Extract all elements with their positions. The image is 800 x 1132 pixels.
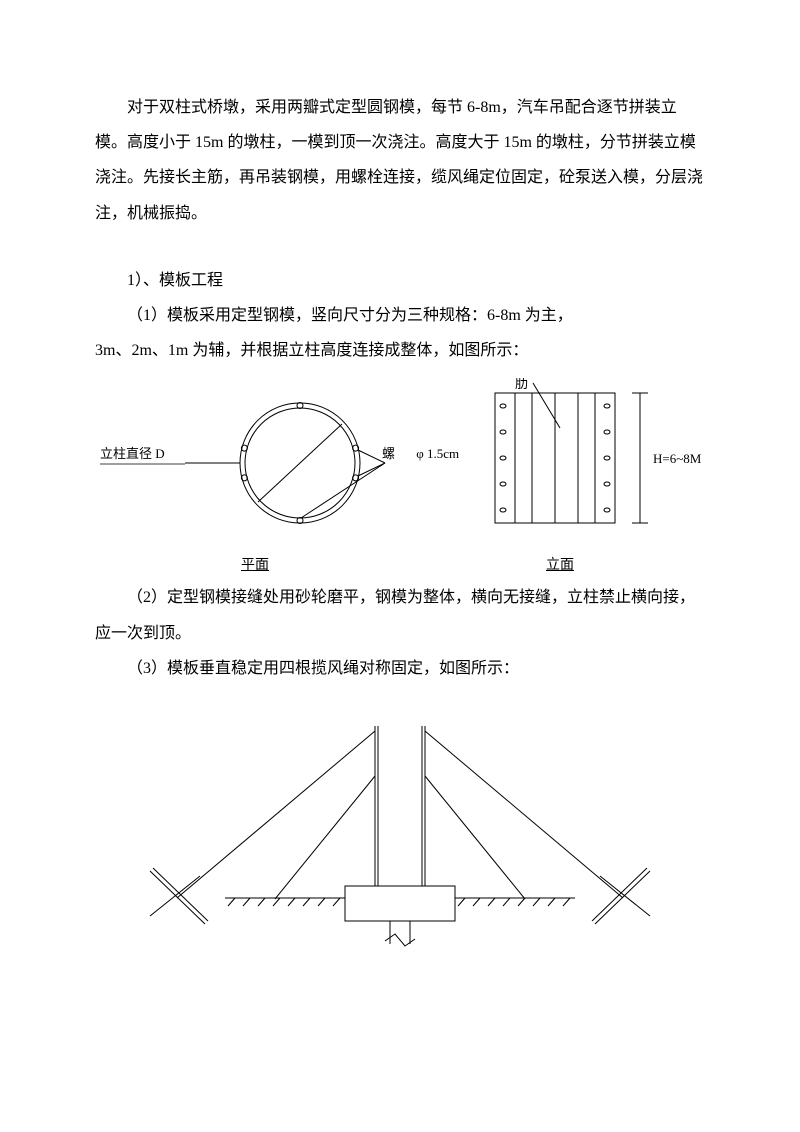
section-heading-1: 1）、模板工程 bbox=[95, 263, 705, 298]
caption-plan: 平面 bbox=[95, 554, 415, 574]
plan-diameter-label: 立柱直径 D bbox=[100, 446, 165, 461]
intro-paragraph: 对于双柱式桥墩，采用两瓣式定型圆钢模，每节 6-8m，汽车吊配合逐节拼装立模。高… bbox=[95, 90, 705, 231]
elev-height-label: H=6~8M bbox=[653, 451, 702, 466]
diagram-captions: 平面 立面 bbox=[95, 554, 705, 574]
spacer bbox=[95, 235, 705, 263]
plan-bolt-label-a: 螺 bbox=[382, 446, 395, 461]
item-3: （3）模板垂直稳定用四根揽风绳对称固定，如图所示： bbox=[95, 651, 705, 686]
item-1-line-a: （1）模板采用定型钢模，竖向尺寸分为三种规格：6-8m 为主， bbox=[95, 298, 705, 333]
plan-bolt-label-b: 栓孔 φ 1.5cm bbox=[415, 446, 459, 461]
caption-elevation: 立面 bbox=[415, 554, 705, 574]
elev-rib-label: 肋 bbox=[515, 378, 528, 391]
diagram-row-1: 立柱直径 D 螺 栓孔 φ 1.5cm bbox=[95, 378, 705, 548]
guy-wire-diagram bbox=[95, 716, 705, 956]
item-1-line-b: 3m、2m、1m 为辅，并根据立柱高度连接成整体，如图所示： bbox=[95, 333, 705, 368]
elevation-view-diagram: 栓孔 φ 1.5cm bbox=[415, 378, 705, 548]
diagram-row-2 bbox=[95, 716, 705, 956]
document-page: 对于双柱式桥墩，采用两瓣式定型圆钢模，每节 6-8m，汽车吊配合逐节拼装立模。高… bbox=[0, 0, 800, 1016]
plan-view-diagram: 立柱直径 D 螺 bbox=[95, 378, 415, 548]
item-2: （2）定型钢模接缝处用砂轮磨平，钢模为整体，横向无接缝，立柱禁止横向接，应一次到… bbox=[95, 580, 705, 650]
